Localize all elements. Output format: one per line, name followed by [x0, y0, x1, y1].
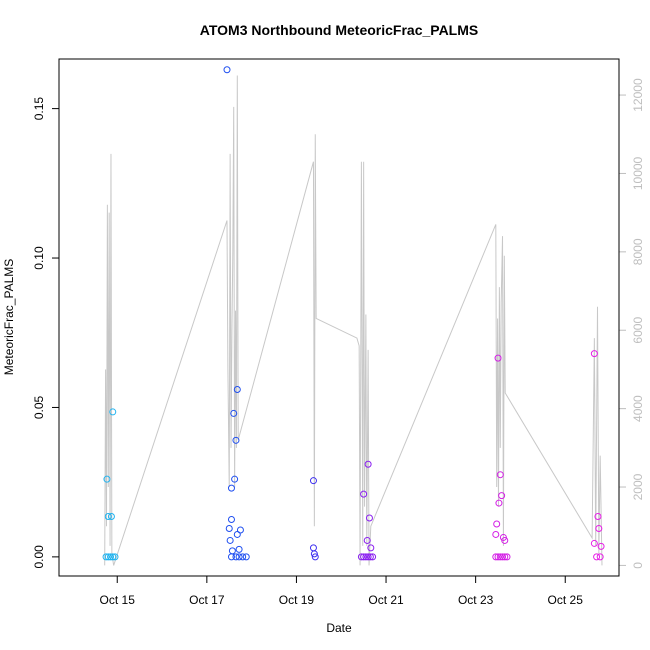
y2-tick-label: 4000	[631, 395, 645, 422]
data-point	[364, 553, 372, 561]
data-point	[363, 536, 371, 544]
data-point	[309, 477, 317, 485]
data-point	[236, 526, 244, 534]
data-point	[360, 490, 368, 498]
data-point	[230, 409, 238, 417]
data-point	[593, 553, 601, 561]
x-tick-label: Oct 17	[189, 593, 225, 607]
data-point	[369, 553, 377, 561]
y-axis-label: MeteoricFrac_PALMS	[2, 259, 16, 375]
plot-frame	[58, 58, 620, 577]
data-point	[362, 553, 370, 561]
data-point	[596, 553, 604, 561]
data-point	[104, 553, 112, 561]
data-point	[103, 475, 111, 483]
data-point	[366, 553, 374, 561]
x-tick-label: Oct 19	[279, 593, 315, 607]
data-point	[496, 471, 504, 479]
data-point	[107, 513, 115, 521]
data-point	[311, 553, 319, 561]
data-point	[104, 513, 112, 521]
x-axis-label: Date	[326, 621, 352, 635]
data-point	[594, 513, 602, 521]
data-point	[494, 553, 502, 561]
data-point	[227, 516, 235, 524]
data-point	[365, 514, 373, 522]
data-point	[501, 553, 509, 561]
chart-title: ATOM3 Northbound MeteoricFrac_PALMS	[200, 22, 478, 38]
data-point	[233, 386, 241, 394]
data-point	[495, 499, 503, 507]
x-tick-label: Oct 21	[368, 593, 404, 607]
y2-tick-label: 8000	[631, 238, 645, 265]
data-point	[492, 530, 500, 538]
data-point	[235, 545, 243, 553]
data-point	[226, 536, 234, 544]
altitude-line	[104, 75, 603, 566]
data-point	[111, 553, 119, 561]
data-point	[232, 553, 240, 561]
y-tick-label: 0.15	[32, 97, 46, 121]
data-point	[590, 539, 598, 547]
data-point	[503, 553, 511, 561]
data-point	[501, 536, 509, 544]
y-tick-label: 0.00	[32, 545, 46, 569]
data-point	[310, 550, 318, 558]
data-point	[242, 553, 250, 561]
data-point	[367, 544, 375, 552]
altitude-line-layer	[104, 75, 603, 566]
y2-tick-label: 0	[631, 562, 645, 569]
data-point	[225, 524, 233, 532]
data-point	[493, 520, 501, 528]
data-point	[227, 553, 235, 561]
data-point	[590, 350, 598, 358]
data-point	[223, 66, 231, 74]
data-point	[109, 553, 117, 561]
data-point	[360, 553, 368, 561]
y2-tick-label: 2000	[631, 473, 645, 500]
data-point	[227, 484, 235, 492]
data-point	[102, 553, 110, 561]
data-point	[499, 553, 507, 561]
data-point	[364, 460, 372, 468]
y-tick-label: 0.05	[32, 395, 46, 419]
data-point	[492, 553, 500, 561]
data-point	[496, 553, 504, 561]
data-point	[357, 553, 365, 561]
data-point	[107, 553, 115, 561]
y2-tick-label: 6000	[631, 317, 645, 344]
x-tick-label: Oct 23	[458, 593, 494, 607]
y-tick-label: 0.10	[32, 246, 46, 270]
data-point	[235, 553, 243, 561]
y2-tick-label: 10000	[631, 156, 645, 190]
data-point	[232, 436, 240, 444]
y2-tick-label: 12000	[631, 78, 645, 112]
x-tick-label: Oct 15	[100, 593, 136, 607]
data-point	[498, 492, 506, 500]
x-tick-label: Oct 25	[548, 593, 584, 607]
data-point	[231, 475, 239, 483]
data-point	[109, 408, 117, 416]
data-point	[597, 542, 605, 550]
data-point	[494, 354, 502, 362]
scatter-points-layer	[102, 66, 605, 561]
data-point	[239, 553, 247, 561]
data-point	[595, 524, 603, 532]
